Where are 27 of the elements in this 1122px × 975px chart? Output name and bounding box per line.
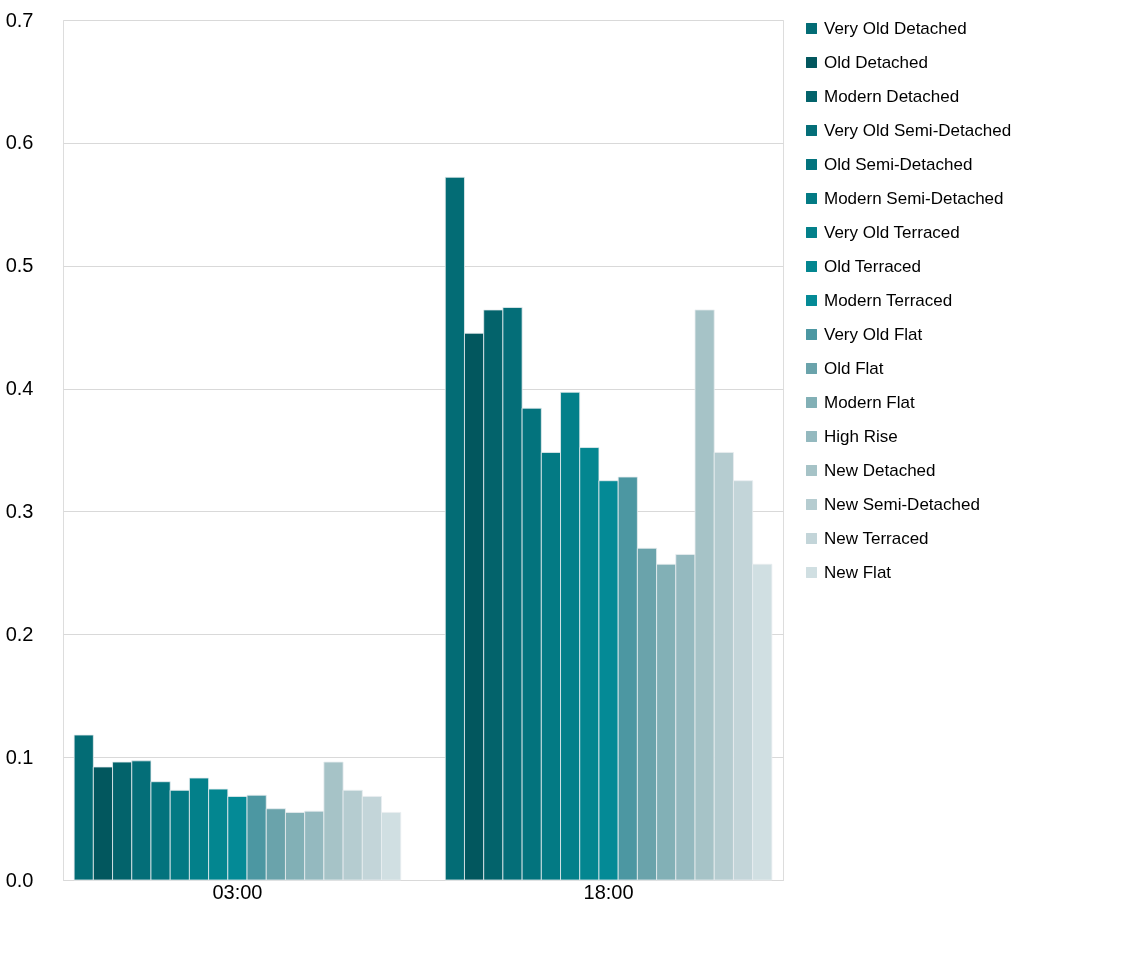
y-tick-label: 0.7 <box>5 8 34 31</box>
legend-label: Old Terraced <box>824 256 922 276</box>
y-tick-label: 0.4 <box>5 377 34 400</box>
legend-label: Modern Semi-Detached <box>824 188 1004 208</box>
legend-label: High Rise <box>824 426 898 446</box>
x-tick-label: 18:00 <box>583 880 634 903</box>
y-tick-label: 0.5 <box>5 254 34 277</box>
y-tick-label: 0.1 <box>5 745 34 768</box>
legend-label: Old Detached <box>824 52 928 72</box>
legend-label: Modern Terraced <box>824 290 953 310</box>
legend-label: Old Flat <box>824 358 884 378</box>
legend-label: New Flat <box>824 562 892 582</box>
y-tick-label: 0.0 <box>5 868 34 891</box>
legend-label: New Detached <box>824 460 936 480</box>
legend-label: New Semi-Detached <box>824 494 980 514</box>
legend-label: Very Old Detached <box>824 18 967 38</box>
legend-label: Very Old Flat <box>824 324 923 344</box>
y-tick-label: 0.6 <box>5 131 34 154</box>
legend-label: Modern Detached <box>824 86 960 106</box>
legend-label: Very Old Terraced <box>824 222 960 242</box>
legend-label: Very Old Semi-Detached <box>824 120 1012 140</box>
legend-label: Old Semi-Detached <box>824 154 973 174</box>
x-tick-label: 03:00 <box>212 880 263 903</box>
legend-label: New Terraced <box>824 528 929 548</box>
legend-label: Modern Flat <box>824 392 915 412</box>
y-tick-label: 0.3 <box>5 499 34 522</box>
y-tick-label: 0.2 <box>5 622 34 645</box>
